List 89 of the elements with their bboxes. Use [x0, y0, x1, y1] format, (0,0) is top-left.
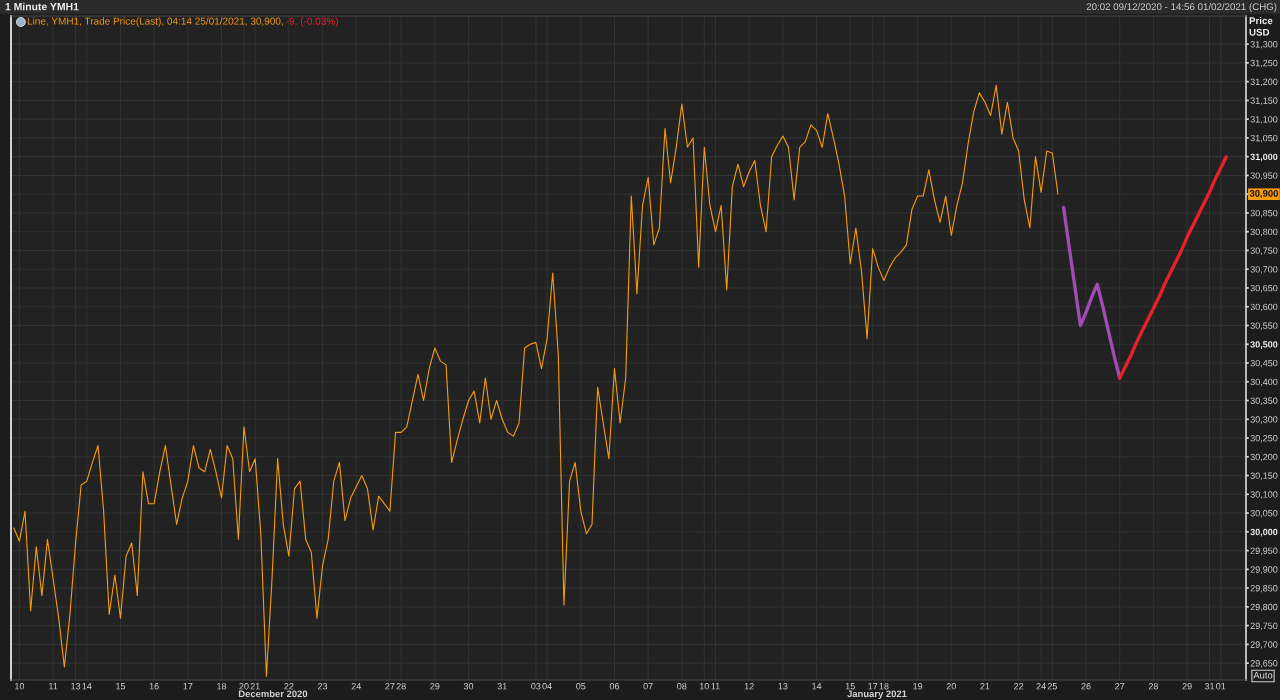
- y-tick-label: 29,750: [1250, 622, 1278, 631]
- x-tick-label: 05: [576, 683, 586, 690]
- y-axis-title: Price USD: [1249, 17, 1273, 36]
- line-series: [1118, 155, 1229, 380]
- annotation: -9, (-0.03%): [286, 17, 338, 27]
- x-tick-label: 24: [351, 683, 361, 690]
- y-tick-label: 29,850: [1250, 585, 1278, 593]
- x-tick-label: 27: [1115, 683, 1125, 690]
- text: Auto: [1253, 671, 1273, 679]
- x-tick-label: 18: [217, 683, 227, 690]
- x-tick-label: 19: [913, 683, 923, 690]
- text: Line, YMH1, Trade Price(Last), 04:14 25/01/2021, 30,900,: [27, 17, 283, 27]
- x-tick-label: 15: [116, 683, 126, 690]
- y-tick-label: 29,650: [1250, 660, 1278, 668]
- x-tick-label: 13: [71, 683, 81, 690]
- y-tick-label: 31,150: [1250, 97, 1278, 105]
- y-tick-label: 31,300: [1250, 41, 1278, 49]
- x-tick-label: 22: [1014, 683, 1024, 690]
- text: December 2020: [238, 690, 308, 698]
- y-tick-label: 30,750: [1250, 247, 1278, 255]
- y-tick-label: 30,050: [1250, 510, 1278, 518]
- x-tick-label: 07: [643, 683, 653, 690]
- x-tick-label: 30: [463, 683, 474, 690]
- annotation: 30,900: [1249, 190, 1278, 199]
- x-tick-label: 28: [396, 683, 406, 690]
- y-tick-label: 31,100: [1250, 116, 1278, 124]
- y-tick-label: 30,650: [1250, 284, 1278, 293]
- y-tick-label: 31,050: [1250, 134, 1278, 143]
- x-tick-label: 26: [1081, 683, 1091, 690]
- y-tick-label: 29,800: [1250, 603, 1278, 612]
- x-tick-label: 29: [430, 683, 440, 690]
- x-tick-label: 10: [15, 683, 25, 690]
- x-tick-label: 16: [149, 683, 159, 690]
- y-tick-label: 30,350: [1250, 397, 1278, 405]
- x-tick-label: 01: [1216, 683, 1226, 690]
- x-tick-label: 08: [677, 683, 687, 690]
- y-tick-label: 30,500: [1250, 341, 1278, 349]
- y-tick-label: 30,250: [1250, 435, 1278, 443]
- text: January 2021: [847, 690, 907, 699]
- chart-title: 1 Minute YMH1: [5, 2, 79, 11]
- x-tick-label: 23: [317, 683, 328, 690]
- x-tick-label: 20: [239, 683, 249, 690]
- y-tick-label: 30,200: [1250, 453, 1278, 462]
- y-tick-label: 29,900: [1250, 566, 1278, 574]
- y-tick-label: 30,100: [1250, 491, 1278, 499]
- chart-subtitle: 20:02 09/12/2020 - 14:56 01/02/2021 (CHG): [1086, 2, 1277, 13]
- y-tick-label: 29,700: [1250, 641, 1278, 649]
- x-tick-label: 14: [812, 683, 822, 690]
- x-tick-label: 29: [1182, 683, 1192, 690]
- x-tick-label: 03: [531, 683, 541, 690]
- x-tick-label: 31: [1204, 683, 1215, 690]
- y-tick-label: 30,950: [1250, 172, 1278, 180]
- y-tick-label: 30,850: [1250, 209, 1278, 218]
- x-tick-label: 12: [744, 683, 754, 690]
- y-tick-label: 31,250: [1250, 59, 1278, 68]
- x-tick-label: 17: [183, 683, 193, 690]
- y-tick-label: 31,200: [1250, 78, 1278, 87]
- x-tick-label: 13: [778, 683, 788, 690]
- x-tick-label: 10: [699, 683, 709, 690]
- y-tick-label: 30,400: [1250, 378, 1278, 387]
- y-tick-label: 30,800: [1250, 228, 1278, 237]
- y-tick-label: 29,950: [1250, 547, 1278, 555]
- x-tick-label: 21: [980, 683, 990, 690]
- y-tick-label: 30,000: [1250, 528, 1278, 537]
- line-series: [13, 84, 1059, 677]
- x-tick-label: 31: [497, 683, 507, 690]
- x-tick-label: 25: [1047, 683, 1057, 690]
- x-tick-label: 22: [284, 683, 294, 690]
- x-tick-label: 27: [385, 683, 395, 690]
- y-tick-label: 30,700: [1250, 266, 1278, 274]
- y-tick-label: 30,450: [1250, 359, 1278, 368]
- x-tick-label: 04: [542, 683, 552, 690]
- x-tick-label: 11: [49, 683, 58, 690]
- y-tick-label: 30,600: [1250, 303, 1278, 312]
- y-tick-label: 30,150: [1250, 472, 1278, 480]
- x-tick-label: 18: [879, 683, 889, 690]
- y-tick-label: 31,000: [1250, 153, 1278, 162]
- x-tick-label: 11: [711, 683, 720, 690]
- x-tick-label: 14: [82, 683, 92, 690]
- x-tick-label: 21: [250, 683, 260, 690]
- x-tick-label: 06: [609, 683, 620, 690]
- x-tick-label: 28: [1148, 683, 1158, 690]
- x-tick-label: 15: [845, 683, 855, 690]
- x-tick-label: 24: [1036, 683, 1046, 690]
- line-series: [1061, 205, 1122, 380]
- x-tick-label: 17: [868, 683, 878, 690]
- x-tick-label: 20: [946, 683, 956, 690]
- y-tick-label: 30,550: [1250, 322, 1278, 330]
- y-tick-label: 30,300: [1250, 416, 1278, 424]
